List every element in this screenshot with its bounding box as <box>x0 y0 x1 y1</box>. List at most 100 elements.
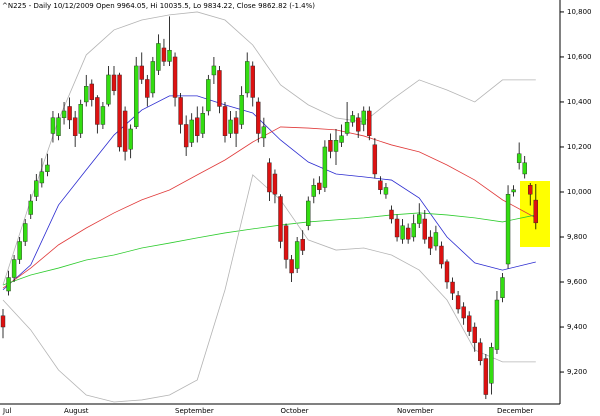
x-tick-label: December <box>497 407 533 415</box>
candle-body <box>67 106 72 121</box>
candle-body <box>61 110 67 118</box>
candle-body <box>378 180 383 190</box>
candle-body <box>478 342 483 361</box>
candle-body <box>322 146 328 188</box>
candle-body <box>483 358 489 395</box>
candle-body <box>172 56 178 98</box>
y-tick-label: 9,200 <box>567 368 587 376</box>
candle-body <box>511 189 516 193</box>
candle-body <box>405 227 411 240</box>
candle-body <box>489 347 494 384</box>
candle-body <box>17 241 22 260</box>
candle-body <box>183 124 189 148</box>
candle-body <box>428 236 433 249</box>
candle-body <box>34 180 39 197</box>
candle-body <box>494 299 500 350</box>
candle-body <box>522 162 527 175</box>
overlay-line <box>2 126 536 289</box>
candle-body <box>383 187 389 195</box>
candle-body <box>311 185 316 197</box>
x-tick-label: Jul <box>2 407 12 415</box>
candle-body <box>439 245 444 265</box>
candle-body <box>528 185 533 195</box>
candle-body <box>89 83 95 100</box>
candle-body <box>228 119 233 134</box>
candle-body <box>356 117 361 132</box>
candle-body <box>300 239 305 251</box>
x-tick-label: October <box>281 407 309 415</box>
overlay-line <box>2 174 536 403</box>
candle-body <box>128 128 133 150</box>
candle-body <box>139 65 144 80</box>
candle-body <box>6 277 11 292</box>
candle-body <box>239 95 244 125</box>
candle-body <box>444 261 450 283</box>
candle-body <box>39 171 45 184</box>
candle-body <box>206 79 211 112</box>
candle-body <box>50 117 56 134</box>
candle-body <box>394 218 400 238</box>
candle-body <box>189 119 194 143</box>
candle-body <box>328 140 333 152</box>
candle-body <box>317 182 322 190</box>
y-tick-label: 9,600 <box>567 278 587 286</box>
y-tick-label: 10,600 <box>567 53 592 61</box>
candle-body <box>472 326 477 343</box>
candle-body <box>167 49 172 62</box>
overlay-line <box>2 11 536 286</box>
candle-body <box>72 117 78 136</box>
candle-body <box>283 225 289 260</box>
candle-body <box>339 135 344 143</box>
candle-body <box>95 97 100 125</box>
candle-body <box>417 214 422 224</box>
candle-body <box>400 225 405 240</box>
chart-title: ^N225 - Daily 10/12/2009 Open 9964.05, H… <box>2 2 315 10</box>
candle-body <box>461 306 466 319</box>
candle-body <box>306 200 311 226</box>
candle-body <box>211 65 217 76</box>
candle-body <box>372 144 378 175</box>
candle-body <box>145 79 150 98</box>
candle-body <box>122 110 128 152</box>
candle-body <box>294 241 300 269</box>
candle-body <box>289 259 294 274</box>
overlay-line <box>2 212 536 286</box>
candle-body <box>500 277 505 298</box>
candle-body <box>23 223 28 242</box>
candle-body <box>256 101 261 134</box>
candle-body <box>272 173 278 195</box>
candle-body <box>150 61 156 94</box>
candle-body <box>333 140 339 152</box>
x-tick-label: September <box>175 407 214 415</box>
candle-body <box>161 47 167 62</box>
candle-body <box>178 97 183 125</box>
candle-body <box>505 194 511 265</box>
candle-body <box>56 117 61 136</box>
candle-body <box>467 315 472 332</box>
candle-body <box>389 209 394 220</box>
candle-body <box>217 70 222 107</box>
candle-body <box>133 65 139 127</box>
candle-body <box>106 74 111 105</box>
candle-body <box>433 232 439 247</box>
candle-body <box>261 126 267 139</box>
y-tick-label: 10,000 <box>567 188 592 196</box>
candle-body <box>84 86 89 103</box>
candle-body <box>78 104 83 134</box>
candle-body <box>422 218 427 240</box>
y-tick-label: 9,400 <box>567 323 587 331</box>
candle-body <box>11 259 17 278</box>
candle-body <box>450 281 455 294</box>
candle-body <box>233 117 239 134</box>
candle-body <box>367 110 372 136</box>
candle-body <box>200 113 206 134</box>
candle-body <box>28 200 33 215</box>
y-tick-label: 9,800 <box>567 233 587 241</box>
x-tick-label: November <box>397 407 434 415</box>
candle-body <box>250 65 255 98</box>
candle-body <box>100 106 106 125</box>
candle-body <box>111 74 117 91</box>
